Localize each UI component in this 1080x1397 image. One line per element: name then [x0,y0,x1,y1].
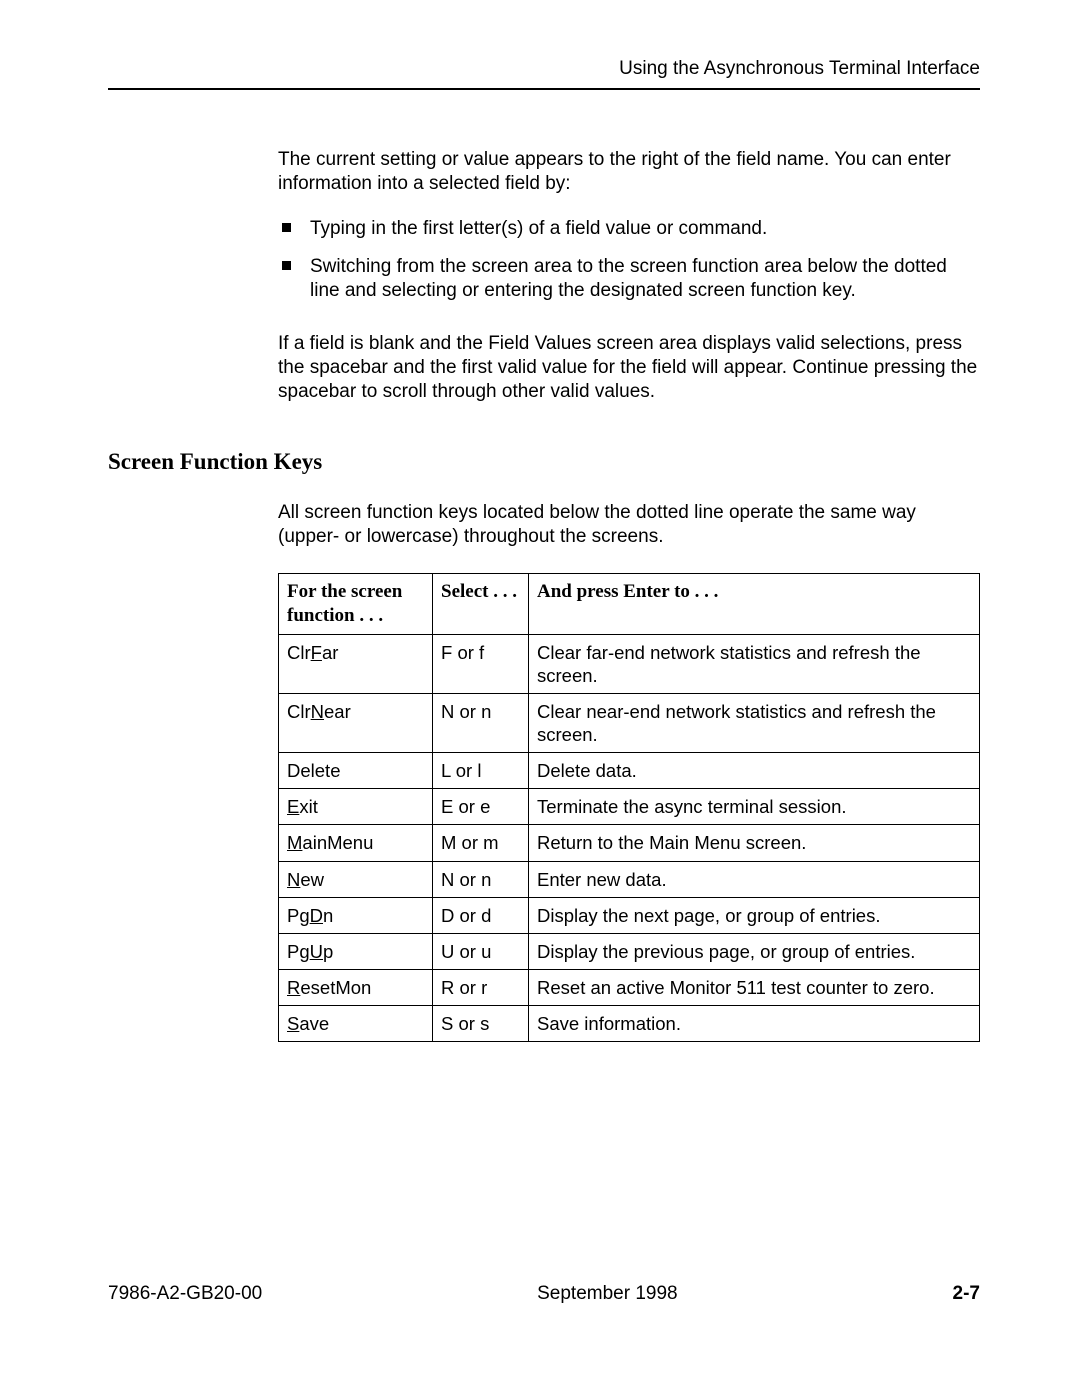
footer-date: September 1998 [537,1283,678,1305]
table-header-row: For the screen function . . . Select . .… [279,574,980,635]
table-row: PgDn D or d Display the next page, or gr… [279,897,980,933]
table-row: New N or n Enter new data. [279,861,980,897]
fn-name: PgUp [279,933,433,969]
footer-doc-id: 7986-A2-GB20-00 [108,1283,262,1305]
fn-desc: Clear near-end network statistics and re… [529,693,980,752]
table-row: MainMenu M or m Return to the Main Menu … [279,825,980,861]
fn-select: E or e [433,789,529,825]
body-block: The current setting or value appears to … [278,148,980,405]
fn-name: ClrNear [279,693,433,752]
page: Using the Asynchronous Terminal Interfac… [0,0,1080,1397]
fn-name: Delete [279,753,433,789]
fn-select: U or u [433,933,529,969]
section-lead: All screen function keys located below t… [278,501,980,550]
table-row: ClrNear N or n Clear near-end network st… [279,693,980,752]
table-header-action: And press Enter to . . . [529,574,980,635]
fn-select: M or m [433,825,529,861]
fn-name: ResetMon [279,969,433,1005]
fn-select: N or n [433,693,529,752]
fn-name: Save [279,1006,433,1042]
fn-desc: Clear far-end network statistics and ref… [529,634,980,693]
fn-select: D or d [433,897,529,933]
fn-name: MainMenu [279,825,433,861]
fn-desc: Terminate the async terminal session. [529,789,980,825]
function-keys-table: For the screen function . . . Select . .… [278,573,980,1042]
fn-name: PgDn [279,897,433,933]
fn-select: S or s [433,1006,529,1042]
fn-name: ClrFar [279,634,433,693]
intro-bullet-2: Switching from the screen area to the sc… [278,255,980,304]
section-heading: Screen Function Keys [108,449,980,475]
intro-paragraph-2: If a field is blank and the Field Values… [278,332,980,405]
table-row: Save S or s Save information. [279,1006,980,1042]
fn-select: R or r [433,969,529,1005]
fn-desc: Display the next page, or group of entri… [529,897,980,933]
footer-page-number: 2-7 [953,1283,980,1305]
table-row: ClrFar F or f Clear far-end network stat… [279,634,980,693]
table-row: Exit E or e Terminate the async terminal… [279,789,980,825]
table-row: Delete L or l Delete data. [279,753,980,789]
page-footer: 7986-A2-GB20-00 September 1998 2-7 [108,1283,980,1305]
fn-name: New [279,861,433,897]
running-header: Using the Asynchronous Terminal Interfac… [108,58,980,90]
table-header-function: For the screen function . . . [279,574,433,635]
fn-select: L or l [433,753,529,789]
table-row: PgUp U or u Display the previous page, o… [279,933,980,969]
fn-select: N or n [433,861,529,897]
fn-desc: Display the previous page, or group of e… [529,933,980,969]
table-body: ClrFar F or f Clear far-end network stat… [279,634,980,1042]
fn-desc: Reset an active Monitor 511 test counter… [529,969,980,1005]
fn-desc: Enter new data. [529,861,980,897]
table-header-select: Select . . . [433,574,529,635]
fn-desc: Delete data. [529,753,980,789]
section-body: All screen function keys located below t… [278,501,980,1043]
fn-name: Exit [279,789,433,825]
table-row: ResetMon R or r Reset an active Monitor … [279,969,980,1005]
fn-select: F or f [433,634,529,693]
intro-bullet-1: Typing in the first letter(s) of a field… [278,217,980,241]
fn-desc: Save information. [529,1006,980,1042]
intro-paragraph-1: The current setting or value appears to … [278,148,980,197]
intro-bullet-list: Typing in the first letter(s) of a field… [278,217,980,304]
fn-desc: Return to the Main Menu screen. [529,825,980,861]
